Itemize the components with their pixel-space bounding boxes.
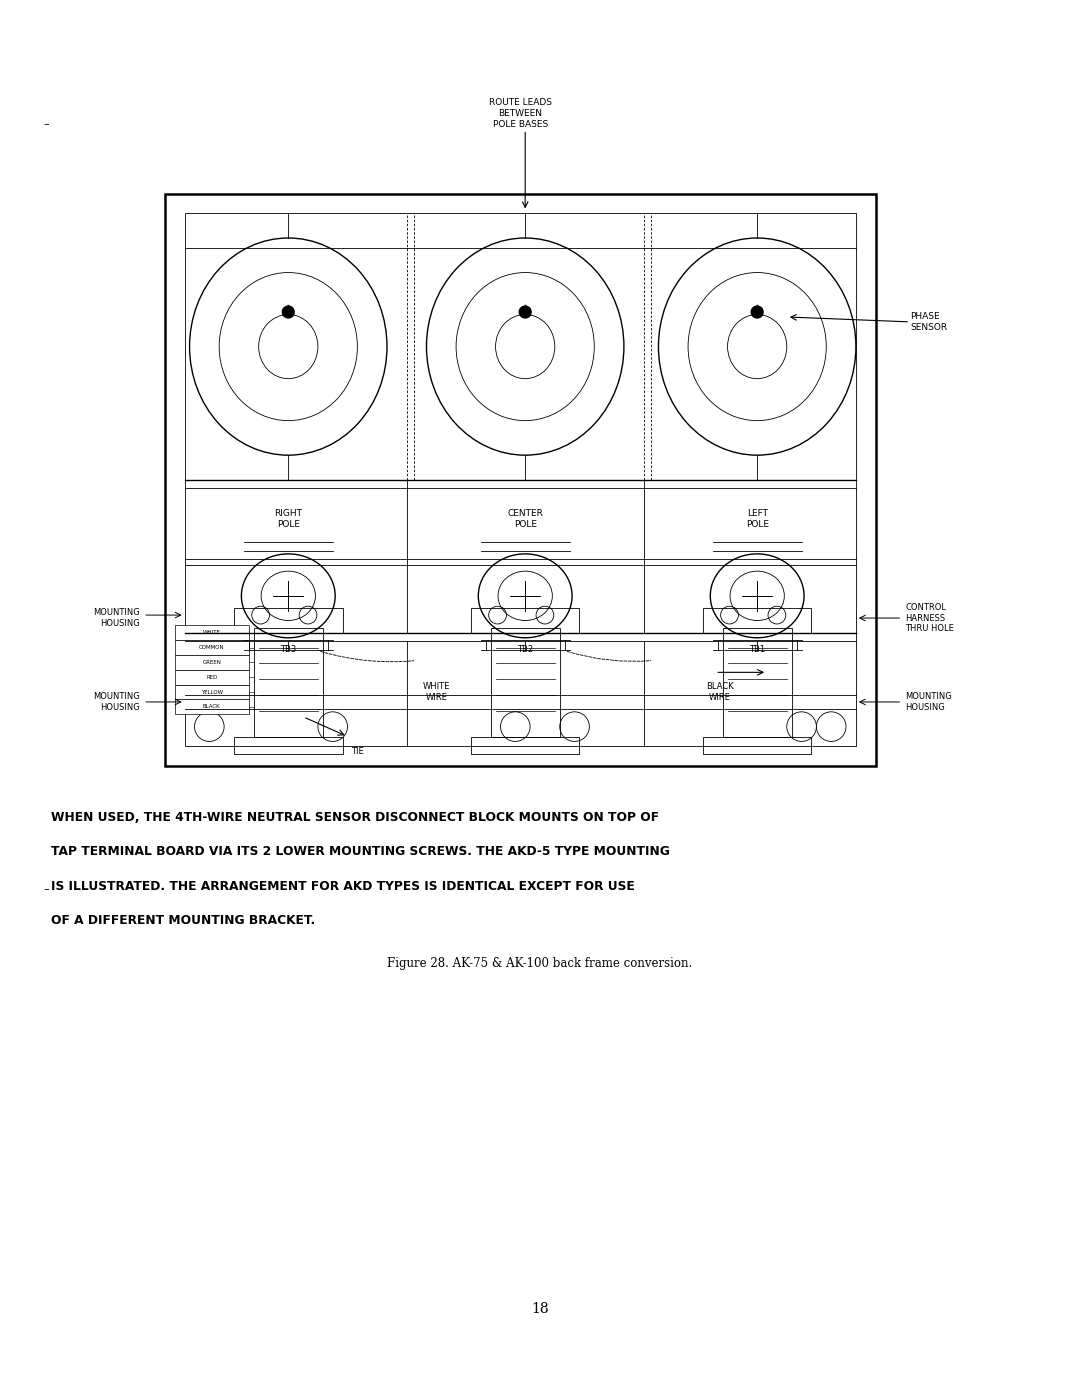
Bar [234,608,342,633]
Text: CENTER
POLE: CENTER POLE [508,510,543,529]
Text: YELLOW: YELLOW [201,690,222,694]
Text: BLACK
WIRE: BLACK WIRE [706,682,734,701]
Text: GREEN: GREEN [202,659,221,665]
Bar [165,194,876,766]
Text: LEFT
POLE: LEFT POLE [745,510,769,529]
Bar [175,640,248,655]
Text: TB3: TB3 [280,644,296,654]
Text: TAP TERMINAL BOARD VIA ITS 2 LOWER MOUNTING SCREWS. THE AKD-5 TYPE MOUNTING: TAP TERMINAL BOARD VIA ITS 2 LOWER MOUNT… [52,845,671,858]
Text: COMMON: COMMON [199,645,225,650]
Bar [254,627,323,736]
Text: PHASE
SENSOR: PHASE SENSOR [910,312,947,332]
Text: MOUNTING
HOUSING: MOUNTING HOUSING [905,693,951,711]
Circle shape [752,306,764,319]
Circle shape [519,306,531,319]
Text: BLACK: BLACK [203,704,220,710]
Text: RED: RED [206,675,217,680]
Bar [175,626,248,640]
Bar [234,736,342,754]
Text: TB2: TB2 [517,644,534,654]
Text: Figure 28. AK-75 & AK-100 back frame conversion.: Figure 28. AK-75 & AK-100 back frame con… [388,957,692,970]
Text: OF A DIFFERENT MOUNTING BRACKET.: OF A DIFFERENT MOUNTING BRACKET. [52,914,315,928]
Bar [723,627,792,736]
Text: TB1: TB1 [750,644,766,654]
Text: MOUNTING
HOUSING: MOUNTING HOUSING [94,693,140,711]
Bar [703,608,811,633]
Bar [490,627,559,736]
Bar [471,736,580,754]
Text: TIE: TIE [351,747,364,756]
Bar [175,655,248,671]
Text: ROUTE LEADS
BETWEEN
POLE BASES: ROUTE LEADS BETWEEN POLE BASES [489,98,552,130]
Circle shape [282,306,294,319]
Text: CONTROL
HARNESS
THRU HOLE: CONTROL HARNESS THRU HOLE [905,604,954,633]
Text: MOUNTING
HOUSING: MOUNTING HOUSING [94,608,140,627]
Text: IS ILLUSTRATED. THE ARRANGEMENT FOR AKD TYPES IS IDENTICAL EXCEPT FOR USE: IS ILLUSTRATED. THE ARRANGEMENT FOR AKD … [52,880,635,893]
Text: 18: 18 [531,1302,549,1316]
Text: –: – [43,120,50,130]
Bar [703,736,811,754]
Bar [175,671,248,685]
Bar [175,700,248,714]
Bar [185,214,855,746]
Text: –: – [43,884,50,894]
Text: WHEN USED, THE 4TH-WIRE NEUTRAL SENSOR DISCONNECT BLOCK MOUNTS ON TOP OF: WHEN USED, THE 4TH-WIRE NEUTRAL SENSOR D… [52,810,660,824]
Bar [471,608,580,633]
Text: WHITE
WIRE: WHITE WIRE [422,682,450,701]
Text: RIGHT
POLE: RIGHT POLE [274,510,302,529]
Bar [175,685,248,700]
Text: WHITE: WHITE [203,630,220,636]
